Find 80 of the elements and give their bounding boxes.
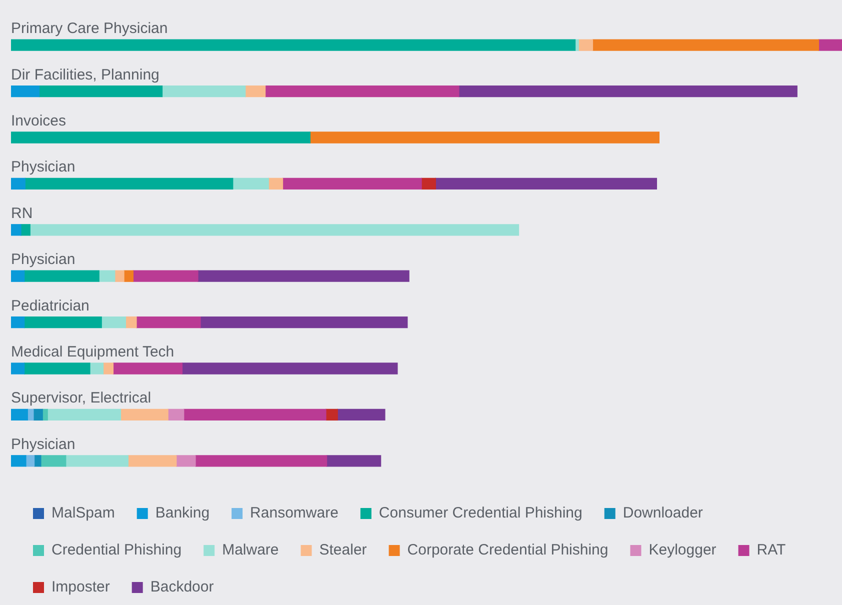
bar — [11, 455, 26, 467]
bar — [101, 316, 126, 328]
bar — [38, 85, 163, 98]
bar — [27, 408, 34, 421]
bar — [11, 408, 28, 421]
bar — [120, 408, 168, 421]
bar — [11, 224, 22, 236]
legend-label: Banking — [155, 504, 210, 522]
bar — [125, 316, 137, 328]
y-tick-label: RN — [11, 204, 33, 222]
bar — [11, 270, 25, 282]
legend-label: Stealer — [319, 542, 367, 559]
bar — [98, 270, 116, 282]
legend-label: Keylogger — [648, 542, 716, 559]
legend-label: Malware — [222, 542, 279, 559]
bar — [102, 362, 114, 374]
bar — [136, 316, 201, 328]
bar — [33, 408, 43, 421]
bar — [11, 178, 26, 190]
legend-label: Credential Phishing — [52, 542, 182, 559]
bar — [176, 455, 196, 467]
bar — [40, 455, 66, 467]
bar — [112, 362, 183, 374]
bar — [232, 178, 269, 190]
bar — [282, 178, 422, 190]
bar — [30, 224, 520, 236]
y-tick-label: Pediatrician — [11, 297, 90, 314]
y-tick-label: Physician — [11, 158, 76, 176]
bar — [24, 178, 234, 190]
bar — [90, 362, 104, 374]
bar — [114, 270, 124, 282]
legend-label: RAT — [756, 542, 786, 559]
legend-label: MalSpam — [52, 504, 115, 522]
bar — [200, 316, 408, 328]
y-tick-label: Physician — [11, 436, 76, 453]
bar — [168, 408, 184, 421]
bar — [435, 178, 658, 190]
bar — [66, 455, 128, 467]
bar — [184, 408, 326, 421]
bar — [24, 362, 90, 374]
bar — [128, 455, 177, 467]
bar — [162, 85, 246, 98]
legend-label: Imposter — [52, 578, 110, 596]
bar — [195, 455, 328, 467]
bar — [818, 39, 842, 51]
bar — [124, 270, 134, 282]
legend-label: Consumer Credential Phishing — [378, 504, 582, 522]
bar — [326, 408, 338, 421]
bar — [20, 224, 30, 236]
bar — [182, 362, 398, 374]
legend-label: Ransomware — [250, 504, 338, 522]
bar — [198, 270, 410, 282]
bar — [24, 270, 100, 282]
bar — [11, 132, 310, 144]
bar — [24, 316, 102, 328]
bar — [421, 178, 436, 190]
y-tick-label: Invoices — [11, 112, 66, 130]
y-tick-label: Medical Equipment Tech — [11, 344, 174, 360]
bar — [11, 39, 576, 51]
legend-label: Corporate Credential Phishing — [407, 542, 608, 559]
bar — [245, 85, 266, 98]
bar — [268, 178, 284, 190]
y-tick-label: Physician — [11, 251, 76, 268]
bar — [326, 455, 382, 467]
bar — [132, 270, 198, 282]
bar — [337, 408, 386, 421]
bar — [47, 408, 122, 421]
bar — [578, 39, 594, 51]
bar — [264, 85, 460, 98]
bar — [11, 85, 40, 98]
y-tick-label: Dir Facilities, Planning — [11, 66, 160, 84]
y-tick-label: Primary Care Physician — [11, 20, 168, 38]
bar — [11, 316, 25, 328]
bar — [458, 85, 798, 98]
legend-label: Backdoor — [150, 578, 214, 596]
bar — [11, 362, 25, 374]
bar — [310, 132, 660, 144]
y-tick-label: Supervisor, Electrical — [11, 390, 152, 407]
bar — [592, 39, 820, 51]
legend-label: Downloader — [622, 504, 703, 522]
